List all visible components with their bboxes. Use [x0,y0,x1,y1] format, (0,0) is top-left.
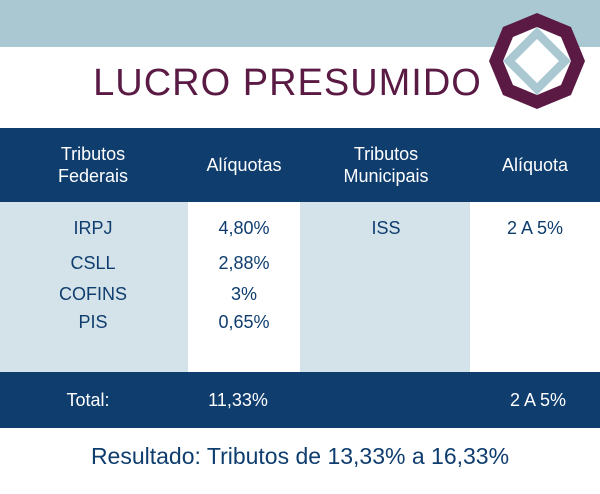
total-municipal: 2 A 5% [509,389,567,410]
federal-tax-rate: 3% [230,284,257,304]
header-aliquotas: Alíquotas [206,155,282,175]
federal-tax-name: PIS [78,312,108,332]
table-header [0,128,600,202]
federal-tax-rate: 4,80% [218,218,270,238]
federal-tax-rate: 2,88% [218,253,270,273]
total-label: Total: [66,389,110,410]
federal-tax-name: COFINS [58,284,127,304]
federal-rates-column [188,202,300,372]
municipal-tax-name: ISS [371,218,401,238]
header-tributos-municipais: Tributos Municipais [343,144,429,186]
federal-tax-rate: 0,65% [218,312,270,332]
total-federal: 11,33% [208,389,268,410]
federal-tax-name: IRPJ [73,218,113,238]
octagon-emblem-icon [489,13,585,109]
header-aliquota: Alíquota [501,155,569,175]
result-text: Resultado: Tributos de 13,33% a 16,33% [90,443,510,469]
page-title: LUCRO PRESUMIDO [93,62,482,104]
header-tributos-federais: Tributos Federais [57,144,129,186]
federal-names-column [0,202,188,372]
municipal-tax-rate: 2 A 5% [506,218,564,238]
total-row [0,372,600,428]
municipal-names-column [300,202,470,372]
municipal-rates-column [470,202,600,372]
federal-tax-name: CSLL [70,253,116,273]
